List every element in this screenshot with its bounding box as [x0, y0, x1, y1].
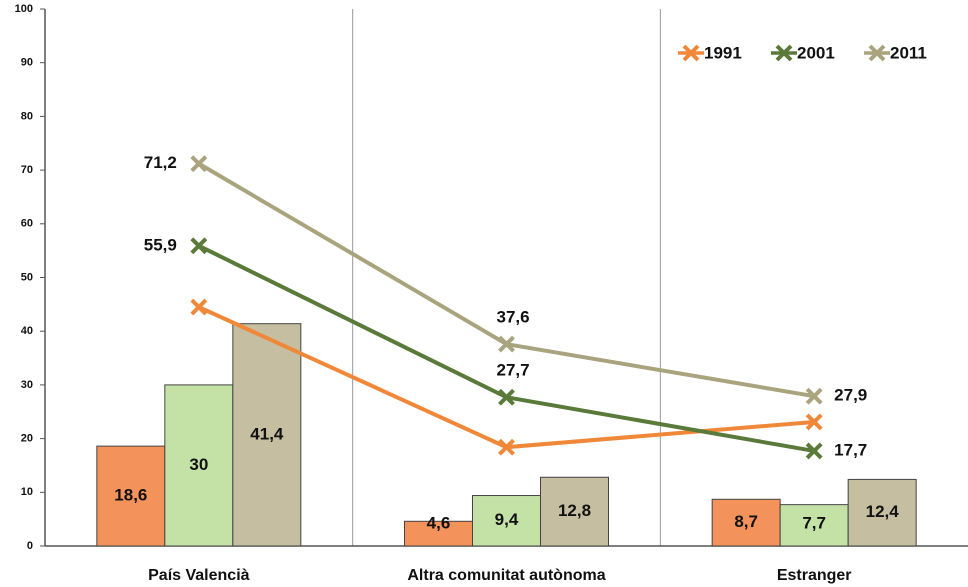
legend-label: 2011	[890, 43, 927, 62]
bar	[779, 504, 849, 547]
line-value-label: 27,9	[834, 386, 867, 405]
line-marker	[190, 155, 208, 173]
bar-value-label: 7,7	[802, 513, 826, 532]
x-tick-label: Altra comunitat autònoma	[407, 567, 605, 584]
line-marker	[498, 438, 515, 456]
bar-value-label: 8,7	[734, 512, 758, 531]
line-marker	[190, 237, 208, 255]
y-tick-label: 20	[21, 433, 33, 445]
line-value-label: 37,6	[497, 308, 530, 327]
legend-marker	[868, 44, 886, 62]
legend-marker	[682, 44, 700, 62]
bar	[711, 498, 781, 547]
y-tick-label: 40	[21, 325, 33, 337]
legend-label: 1991	[704, 43, 742, 62]
legend-label: 2001	[797, 43, 835, 62]
y-tick-label: 90	[21, 57, 33, 69]
line-value-label: 27,7	[497, 361, 530, 380]
legend-marker	[775, 44, 793, 62]
bar-value-label: 41,4	[250, 424, 284, 443]
line-marker	[498, 388, 515, 406]
y-tick-label: 100	[15, 3, 33, 15]
line-marker	[498, 335, 515, 353]
y-tick-label: 50	[21, 271, 33, 283]
bar-value-label: 4,6	[427, 513, 451, 532]
x-tick-label: País Valencià	[148, 567, 250, 584]
y-tick-label: 0	[27, 540, 33, 552]
line-marker	[805, 387, 823, 405]
bar	[404, 520, 473, 547]
bar-value-label: 9,4	[495, 510, 519, 529]
y-tick-label: 80	[21, 110, 33, 122]
bar	[472, 495, 541, 547]
y-tick-label: 10	[21, 486, 33, 498]
bar-value-label: 18,6	[114, 486, 147, 505]
bar	[540, 476, 609, 547]
y-tick-label: 60	[21, 218, 33, 230]
line-value-label: 71,2	[144, 153, 177, 172]
bar-value-label: 12,4	[866, 502, 900, 521]
legend: 1991 2001 2011	[678, 43, 927, 62]
y-tick-label: 30	[21, 379, 33, 391]
y-tick-label: 70	[21, 164, 33, 176]
bar-value-label: 12,8	[558, 501, 591, 520]
line-marker	[805, 442, 823, 460]
line-value-label: 17,7	[834, 440, 867, 459]
bar	[847, 478, 917, 547]
bar-value-label: 30	[189, 455, 208, 474]
bar	[232, 323, 302, 547]
x-tick-label: Estranger	[777, 567, 852, 584]
line-marker	[805, 413, 823, 431]
line-value-label: 55,9	[144, 235, 177, 254]
bar	[96, 445, 166, 547]
line-marker	[190, 298, 208, 316]
